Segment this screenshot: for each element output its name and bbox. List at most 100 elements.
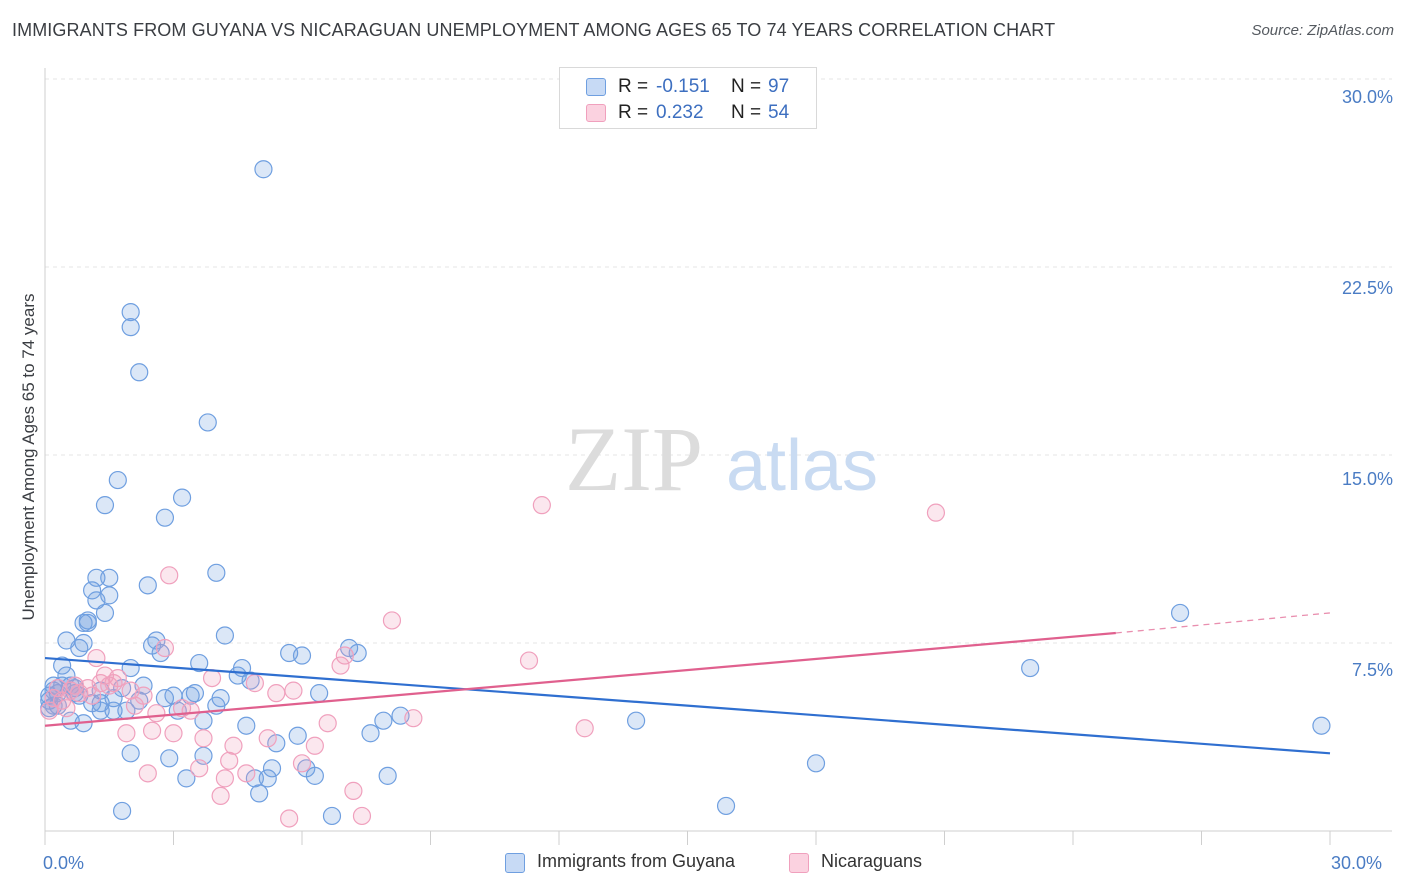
- n-value: 54: [768, 102, 790, 123]
- nicaraguan-point: [202, 668, 222, 688]
- r-label: R =: [618, 76, 649, 97]
- guyana-point: [95, 603, 115, 623]
- guyana-point: [361, 724, 380, 743]
- guyana-point: [78, 613, 97, 633]
- guyana-point: [87, 568, 106, 587]
- guyana-point: [305, 766, 324, 785]
- trend-lines: [44, 612, 1331, 755]
- y-tick-label: 22.5%: [1341, 278, 1393, 298]
- guyana-point: [185, 684, 205, 703]
- guyana-point: [245, 769, 264, 788]
- nicaraguans-swatch: [586, 104, 606, 122]
- nicaraguan-point: [344, 781, 363, 800]
- guyana-point: [378, 766, 397, 785]
- guyana-point: [100, 586, 119, 605]
- guyana-point: [1170, 603, 1190, 623]
- guyana-point: [288, 726, 307, 745]
- guyana-point: [262, 759, 282, 778]
- y-tick-label: 15.0%: [1341, 469, 1393, 489]
- guyana-point: [626, 711, 646, 730]
- guyana-point: [374, 711, 393, 730]
- guyana-point: [53, 656, 72, 675]
- nicaraguan-point: [404, 709, 423, 728]
- nicaraguan-point: [190, 759, 209, 778]
- nicaraguan-point: [258, 729, 277, 748]
- guyana-point: [121, 303, 140, 322]
- grid-lines: [45, 78, 1392, 644]
- guyana-point: [1312, 716, 1331, 735]
- nicaraguan-point: [292, 754, 312, 773]
- nicaraguan-point: [305, 736, 324, 755]
- r-value: 0.232: [656, 102, 704, 123]
- x-tick-label: 30.0%: [1331, 853, 1383, 873]
- guyana-point: [112, 801, 132, 821]
- stats-legend: R = -0.151 N = 97 R = 0.232 N = 54: [559, 67, 817, 129]
- n-value: 97: [768, 76, 790, 97]
- nicaraguan-point: [284, 681, 303, 700]
- nicaraguan-point: [267, 684, 286, 703]
- guyana-point: [121, 744, 140, 763]
- guyana-point: [130, 363, 149, 382]
- source-label: Source: ZipAtlas.com: [1251, 22, 1394, 39]
- nicaraguan-point: [164, 724, 183, 743]
- guyana-point: [1021, 658, 1040, 678]
- guyana-trend-line: [44, 656, 1331, 755]
- nicaraguan-point: [224, 736, 243, 755]
- nicaraguan-point: [237, 764, 256, 783]
- nicaraguan-point: [108, 668, 127, 688]
- nicaraguan-point: [117, 724, 136, 743]
- watermark-atlas: atlas: [726, 426, 878, 506]
- n-label: N =: [731, 76, 762, 97]
- legend-label: Nicaraguans: [821, 851, 923, 871]
- guyana-point: [267, 734, 286, 753]
- r-label: R =: [618, 102, 649, 123]
- guyana-point: [258, 769, 277, 788]
- guyana-point: [250, 784, 269, 803]
- guyana-point: [164, 686, 183, 705]
- guyana-point: [198, 413, 217, 432]
- guyana-point: [160, 749, 179, 768]
- nicaraguans-swatch: [789, 853, 809, 873]
- guyana-point: [211, 689, 230, 708]
- guyana-point: [155, 508, 175, 527]
- guyana-point: [207, 563, 226, 582]
- guyana-point: [177, 769, 196, 788]
- n-label: N =: [731, 102, 762, 123]
- nicaraguan-point: [382, 611, 402, 630]
- guyana-point: [716, 796, 736, 816]
- nicaraguan-point: [215, 769, 234, 788]
- guyana-point: [215, 626, 234, 645]
- nicaraguan-point: [142, 721, 162, 740]
- nicaraguan-point: [245, 674, 264, 693]
- nicaraguan-point: [519, 651, 539, 670]
- y-tick-label: 7.5%: [1351, 660, 1393, 680]
- nicaraguan-point: [160, 566, 179, 585]
- guyana-point: [108, 470, 127, 490]
- nicaraguan-point: [83, 686, 102, 705]
- chart-title: IMMIGRANTS FROM GUYANA VS NICARAGUAN UNE…: [12, 20, 1056, 40]
- nicaraguan-point: [211, 786, 230, 806]
- r-value: -0.151: [656, 76, 710, 97]
- guyana-point: [95, 496, 115, 515]
- nicaraguan-point: [318, 714, 337, 733]
- nicaraguan-point: [331, 656, 350, 675]
- nicaraguan-point: [220, 751, 239, 770]
- legend-label: Immigrants from Guyana: [537, 851, 736, 871]
- watermark: ZIP atlas: [565, 408, 878, 510]
- guyana-point: [100, 568, 119, 587]
- nicaraguan-point: [575, 719, 594, 738]
- nicaraguan-point: [352, 806, 372, 826]
- nicaraguan-trend-line: [44, 631, 1116, 727]
- x-tick-label: 0.0%: [43, 853, 85, 873]
- guyana-swatch: [505, 853, 525, 873]
- nicaraguan-point: [532, 496, 551, 515]
- nicaraguan-point: [194, 729, 213, 748]
- guyana-point: [121, 318, 140, 337]
- guyana-point: [806, 754, 826, 773]
- guyana-point: [91, 701, 110, 720]
- guyana-point: [254, 160, 273, 179]
- guyana-swatch: [586, 78, 606, 96]
- y-tick-label: 30.0%: [1341, 87, 1393, 107]
- guyana-point: [74, 633, 93, 653]
